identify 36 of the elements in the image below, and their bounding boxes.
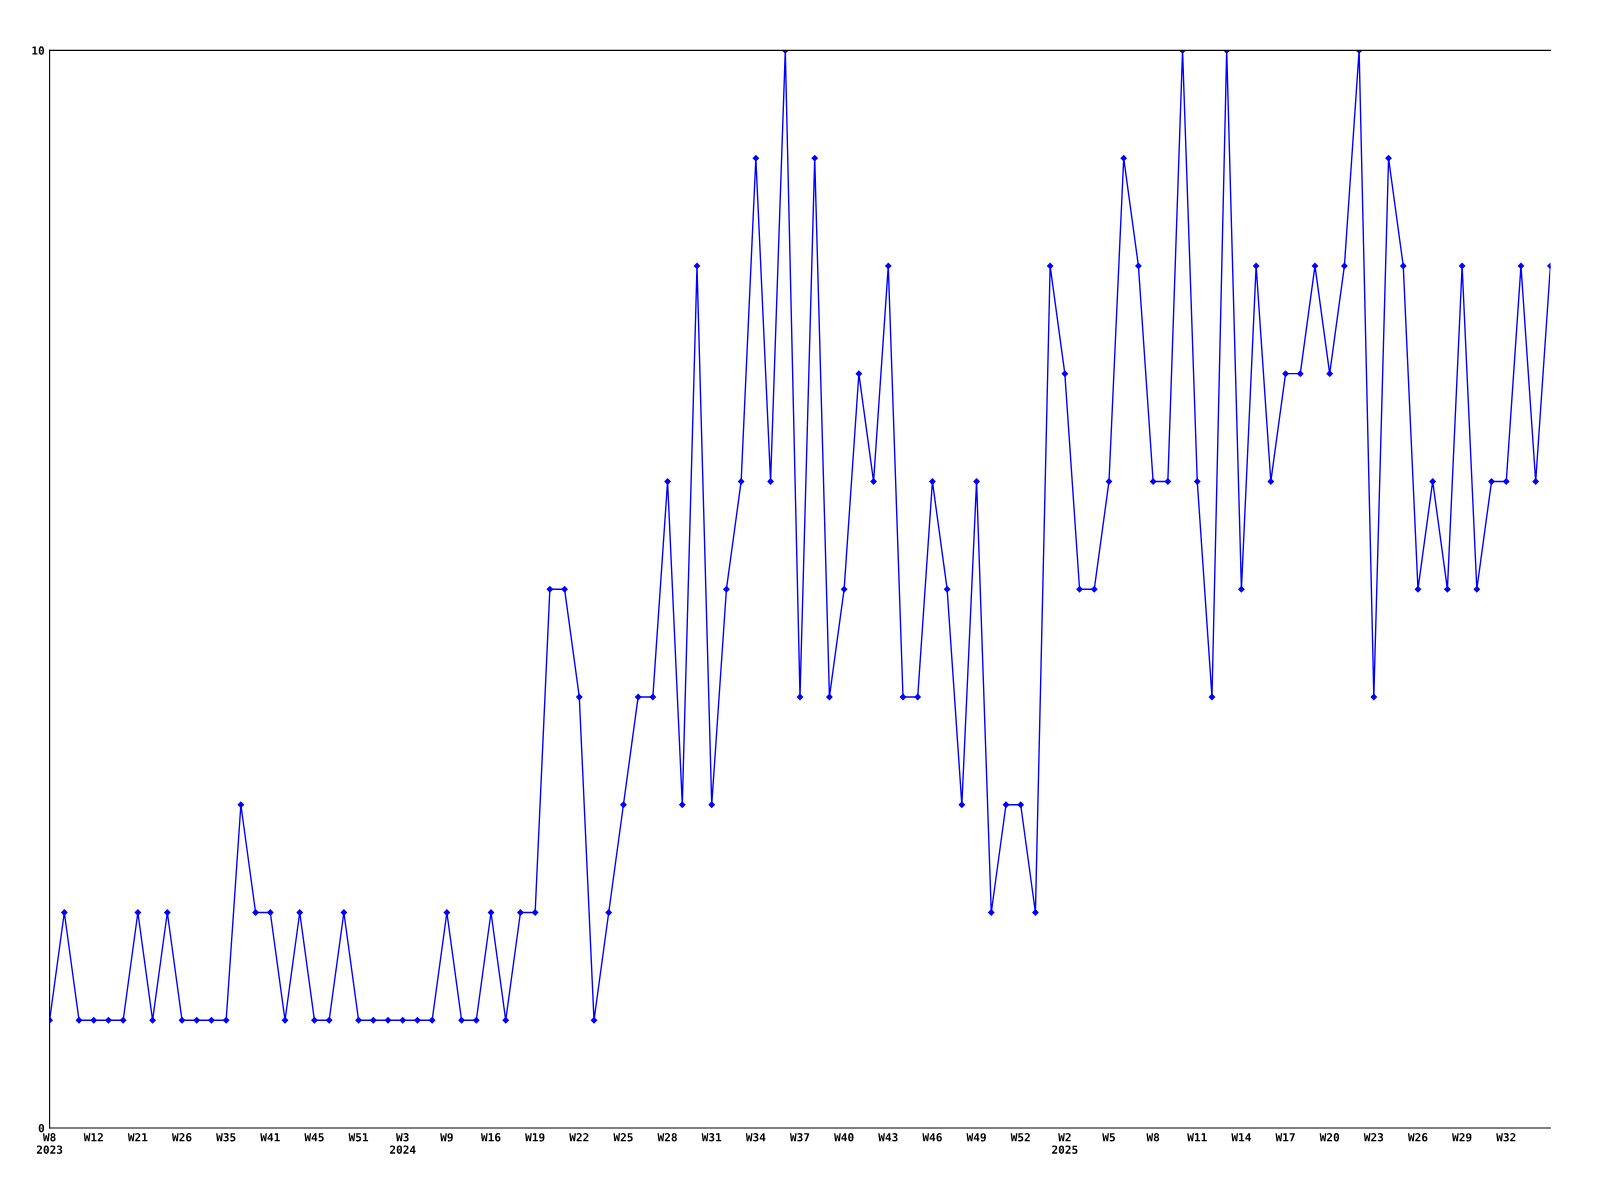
x-tick-label: W16 <box>480 1133 501 1142</box>
x-tick-label: W12 <box>83 1133 103 1142</box>
x-tick-label: W43 <box>878 1133 898 1142</box>
x-tick-label: W19 <box>525 1133 545 1142</box>
x-tick-label: W45 <box>304 1133 324 1142</box>
x-tick-label: W28 <box>657 1133 677 1142</box>
x-tick-label: W29 <box>1452 1133 1472 1142</box>
y-tick-label: 10 <box>32 46 45 55</box>
x-tick-label: W8 2023 <box>36 1133 63 1154</box>
x-tick-label: W21 <box>127 1133 148 1142</box>
x-tick-label: W37 <box>789 1133 810 1142</box>
x-tick-label: W51 <box>348 1133 369 1142</box>
x-tick-label: W5 <box>1102 1133 1115 1142</box>
x-tick-label: W31 <box>701 1133 722 1142</box>
x-tick-label: W3 2024 <box>389 1133 416 1154</box>
x-tick-label: W2 2025 <box>1052 1133 1078 1154</box>
x-tick-label: W17 <box>1275 1133 1295 1142</box>
x-tick-label: W26 <box>171 1133 192 1142</box>
x-tick-label: W34 <box>745 1133 766 1142</box>
x-tick-label: W40 <box>834 1133 854 1142</box>
x-tick-label: W23 <box>1363 1133 1384 1142</box>
x-tick-label: W35 <box>216 1133 236 1142</box>
x-tick-label: W9 <box>440 1133 453 1142</box>
x-tick-label: W41 <box>260 1133 280 1142</box>
x-tick-label: W26 <box>1407 1133 1428 1142</box>
x-tick-label: W49 <box>966 1133 986 1142</box>
x-tick-label: W20 <box>1319 1133 1340 1142</box>
x-tick-label: W11 <box>1187 1133 1207 1142</box>
x-tick-label: W8 <box>1146 1133 1160 1142</box>
x-tick-label: W14 <box>1231 1133 1251 1142</box>
x-tick-label: W25 <box>613 1133 633 1142</box>
x-tick-label: W46 <box>922 1133 942 1142</box>
y-tick-label: 0 <box>38 1123 45 1133</box>
x-tick-label: W52 <box>1010 1133 1030 1142</box>
x-tick-label: W32 <box>1496 1133 1516 1142</box>
x-tick-label: W22 <box>569 1133 589 1142</box>
